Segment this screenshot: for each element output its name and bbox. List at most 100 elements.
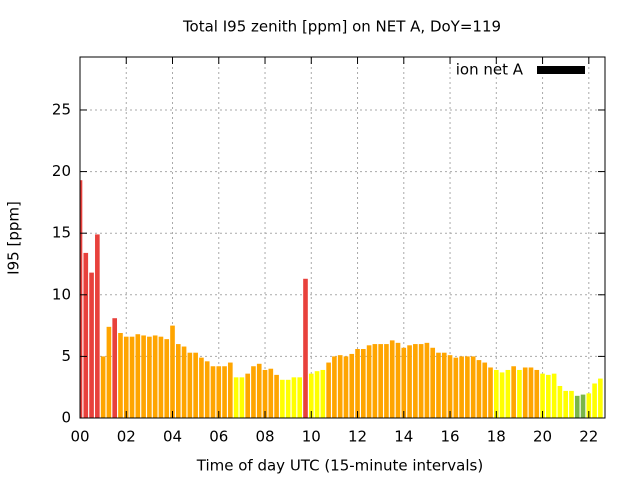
bar: [135, 334, 141, 418]
bar: [413, 344, 418, 418]
bar: [476, 360, 482, 418]
bar: [580, 394, 586, 418]
bar: [303, 278, 308, 418]
bar: [181, 346, 187, 418]
bar: [337, 355, 343, 418]
bar: [256, 363, 262, 418]
y-tick-label: 0: [61, 409, 71, 427]
bar: [534, 369, 540, 418]
bar: [436, 352, 441, 418]
bar: [557, 385, 563, 418]
bar: [598, 378, 603, 418]
y-tick-label: 15: [52, 224, 71, 242]
bar: [441, 352, 447, 418]
y-tick-label: 25: [52, 100, 71, 118]
x-tick-label: 22: [579, 428, 598, 446]
bar: [112, 318, 118, 418]
bar: [251, 366, 256, 418]
y-tick-label: 5: [61, 347, 71, 365]
bar: [574, 395, 580, 418]
bar: [482, 362, 488, 418]
bar: [170, 325, 175, 418]
bar: [407, 345, 412, 418]
axes: 0 5 10 15 20 25 00 02 04 06 08 10 12 14 16 18 20 22 ion ne…: [52, 57, 605, 446]
x-tick-label: 08: [255, 428, 274, 446]
bar: [199, 357, 204, 418]
x-tick-label: 18: [487, 428, 506, 446]
y-tick-label: 10: [52, 285, 71, 303]
plot-frame: [79, 56, 606, 419]
bar: [285, 379, 291, 418]
bar: [233, 377, 239, 418]
bar: [216, 366, 222, 418]
bar: [528, 367, 534, 418]
bar: [175, 344, 181, 418]
x-tick-label: 10: [302, 428, 321, 446]
bar: [592, 383, 597, 418]
bar: [343, 356, 349, 418]
chart-title: Total I95 zenith [ppm] on NET A, DoY=119: [182, 18, 501, 36]
bar: [83, 252, 89, 418]
bar: [522, 367, 528, 418]
bar: [332, 356, 337, 418]
bar: [395, 342, 401, 418]
bar: [389, 340, 395, 418]
bar: [291, 377, 297, 418]
bars: [80, 180, 603, 418]
bar: [349, 353, 355, 418]
bar: [222, 366, 227, 418]
bar: [95, 234, 100, 418]
bar: [505, 369, 511, 418]
bar: [378, 344, 383, 418]
x-tick-label: 16: [440, 428, 459, 446]
bar: [129, 336, 135, 418]
y-axis-label: I95 [ppm]: [5, 201, 23, 275]
bar: [361, 349, 366, 418]
bar: [164, 339, 170, 418]
bar: [89, 272, 94, 418]
bar: [418, 344, 424, 418]
bar: [210, 366, 216, 418]
bar: [187, 352, 193, 418]
legend-swatch: [537, 66, 585, 74]
bar: [204, 361, 210, 418]
bar: [152, 335, 158, 418]
bar: [147, 336, 152, 418]
bar: [511, 366, 516, 418]
bar: [297, 377, 303, 418]
x-tick-label: 12: [348, 428, 367, 446]
bar: [384, 344, 389, 418]
bar: [586, 393, 592, 418]
bar: [228, 362, 233, 418]
bar: [100, 356, 106, 418]
bar: [355, 349, 360, 418]
bar: [563, 390, 568, 418]
bar: [314, 371, 320, 418]
bar: [372, 344, 378, 418]
bar: [141, 335, 146, 418]
x-tick-label: 02: [117, 428, 136, 446]
bar: [465, 356, 470, 418]
x-tick-label: 06: [209, 428, 228, 446]
bar: [447, 355, 453, 418]
x-tick-label: 00: [70, 428, 89, 446]
bar: [118, 332, 123, 418]
bar: [453, 357, 459, 418]
bar: [320, 369, 326, 418]
bar: [245, 373, 250, 418]
bar: [326, 362, 331, 418]
bar: [80, 180, 83, 418]
bar: [517, 369, 522, 418]
bar: [488, 367, 493, 418]
x-tick-label: 20: [533, 428, 552, 446]
bar: [470, 356, 476, 418]
bar: [268, 368, 274, 418]
bar: [546, 374, 551, 418]
bar: [430, 347, 436, 418]
legend-label: ion net A: [456, 61, 524, 79]
bar: [366, 345, 372, 418]
bar: [193, 352, 198, 418]
bar: [551, 373, 557, 418]
bar: [262, 369, 268, 418]
